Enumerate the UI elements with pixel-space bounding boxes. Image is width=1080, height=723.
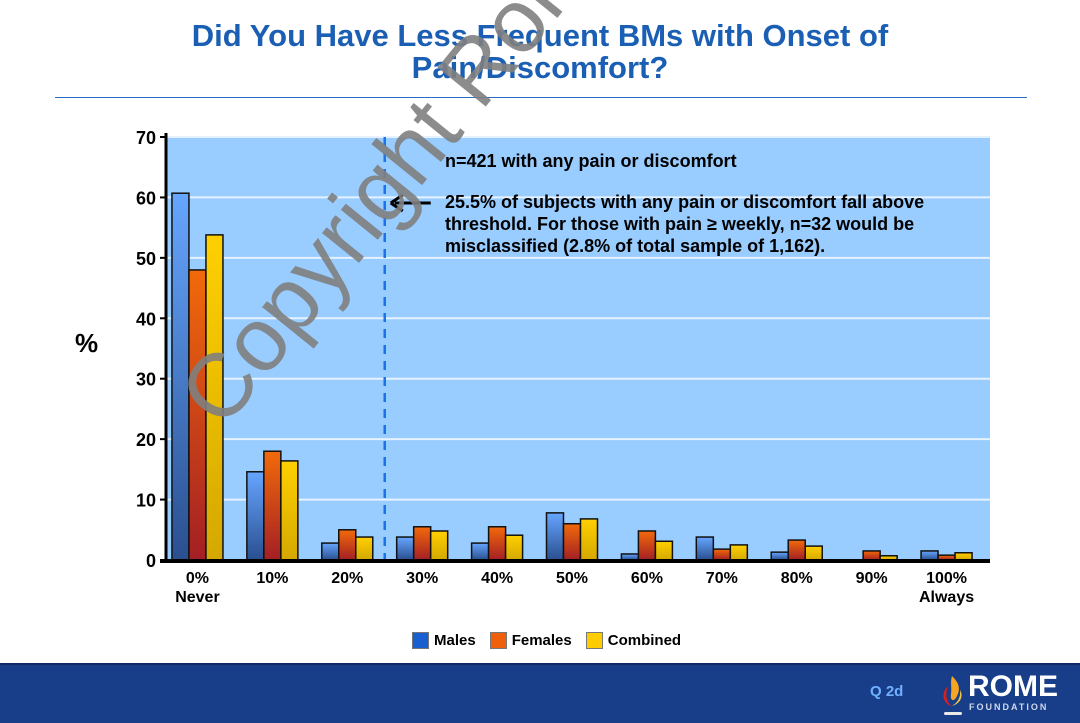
bar-females (188, 269, 207, 561)
legend-label-males: Males (434, 632, 476, 649)
legend-label-combined: Combined (607, 632, 682, 649)
title-divider (55, 97, 1027, 98)
x-tick-label: 0% (186, 570, 209, 587)
legend-swatch-females (489, 632, 507, 649)
bar-males (770, 551, 789, 561)
x-tick-label: 30% (406, 570, 438, 587)
legend-label-females: Females (511, 632, 572, 649)
bar-females (338, 529, 357, 561)
annotation-sample-size: n=421 with any pain or discomfort (445, 151, 737, 171)
y-tick-label: 60 (136, 188, 156, 208)
annotation-threshold-note: 25.5% of subjects with any pain or disco… (445, 192, 925, 256)
title-line-2: Pain/Discomfort? (411, 50, 669, 85)
bar-combined (504, 534, 524, 561)
x-tick-label: 100% (926, 570, 967, 587)
plot-area (166, 137, 990, 560)
bar-combined (804, 545, 823, 561)
arrow-left-icon (389, 193, 404, 213)
logo-subtitle: FOUNDATION (969, 702, 1049, 712)
bar-combined (729, 544, 749, 561)
y-axis-label: % (75, 328, 99, 358)
x-tick-sublabel: Never (175, 589, 219, 606)
bar-females (263, 450, 282, 561)
rome-flame-logo-icon (943, 676, 962, 715)
bar-females (862, 550, 881, 561)
x-tick-label: 50% (556, 570, 588, 587)
slide-number: Q 2d (870, 683, 904, 700)
chart-legend: Males Females Combined (412, 632, 681, 649)
x-tick-label: 60% (631, 570, 663, 587)
bar-males (470, 542, 490, 561)
y-tick-label: 50 (136, 249, 156, 269)
legend-item-combined: Combined (585, 632, 682, 649)
bar-females (637, 530, 657, 561)
bar-males (321, 542, 340, 561)
title-line-1: Did You Have Less Frequent BMs with Onse… (191, 18, 889, 53)
logo-wordmark: ROME (968, 670, 1058, 703)
bar-males (395, 536, 415, 561)
bar-females (712, 548, 732, 561)
x-tick-label: 20% (331, 570, 363, 587)
x-tick-label: 90% (856, 570, 888, 587)
footer-bar (0, 663, 1080, 723)
bar-males (920, 550, 939, 561)
bar-males (545, 512, 565, 561)
bar-combined (205, 234, 224, 561)
legend-item-males: Males (412, 632, 476, 649)
x-tick-label: 10% (256, 570, 288, 587)
bar-males (246, 471, 265, 561)
x-tick-label: 80% (781, 570, 813, 587)
bar-females (562, 522, 582, 561)
bar-males (695, 536, 715, 561)
y-tick-label: 10 (136, 491, 156, 511)
y-tick-label: 30 (136, 370, 156, 390)
y-tick-label: 70 (136, 128, 156, 148)
bar-combined (355, 536, 374, 561)
bar-combined (654, 540, 674, 561)
y-tick-label: 40 (136, 309, 156, 329)
bar-chart: 0 10 20 30 40 50 60 70 0% Never 10% 20% 30% 40% 50% 60%… (136, 128, 990, 606)
y-tick-label: 0 (146, 551, 156, 571)
bar-males (171, 192, 190, 561)
x-tick-sublabel: Always (919, 589, 974, 606)
legend-swatch-combined (585, 632, 603, 649)
bar-combined (280, 460, 299, 561)
bar-females (487, 526, 507, 561)
bar-combined (429, 530, 449, 561)
x-tick-label: 70% (706, 570, 738, 587)
bar-combined (954, 551, 973, 561)
legend-item-females: Females (489, 632, 572, 649)
bar-combined (579, 518, 599, 561)
y-tick-label: 20 (136, 430, 156, 450)
bar-females (787, 539, 806, 561)
bar-females (412, 526, 432, 561)
x-tick-label: 40% (481, 570, 513, 587)
slide-title: Did You Have Less Frequent BMs with Onse… (0, 20, 1080, 84)
legend-swatch-males (412, 632, 429, 649)
